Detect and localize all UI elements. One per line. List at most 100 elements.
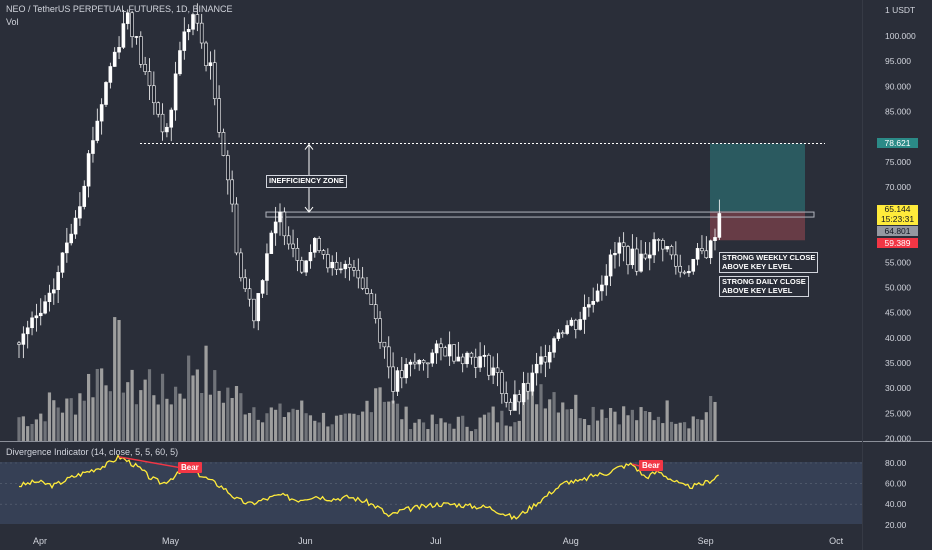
candle (265, 253, 269, 281)
volume-bar (195, 369, 199, 441)
candle (521, 383, 526, 403)
candle (182, 31, 187, 51)
volume-bar (152, 395, 156, 441)
candle (617, 242, 622, 254)
candle (212, 62, 217, 99)
volume-bar (178, 393, 182, 441)
volume-bar (30, 424, 34, 441)
candle (95, 120, 100, 141)
volume-bar (247, 412, 252, 441)
candle (417, 360, 422, 365)
candle (69, 233, 73, 244)
volume-bar (474, 429, 478, 441)
candle (117, 47, 121, 53)
candle (687, 271, 691, 274)
candle (347, 263, 352, 268)
volume-bar (691, 416, 695, 441)
candle (191, 14, 195, 30)
candle (708, 240, 713, 259)
candle (530, 372, 535, 392)
price-tick: 45.000 (885, 308, 911, 318)
volume-bar (165, 398, 169, 441)
candle (626, 246, 630, 266)
volume-bar (208, 394, 212, 441)
candle (456, 356, 461, 362)
candle (30, 317, 34, 329)
volume-bar (404, 406, 408, 441)
volume-bar (143, 379, 147, 441)
current-price-tag: 65.144 15:23:31 (877, 204, 918, 225)
candle (378, 318, 382, 343)
volume-bar (256, 419, 260, 441)
volume-bar (200, 392, 204, 441)
volume-bar (108, 391, 112, 441)
volume-bar (648, 412, 652, 441)
candle (360, 277, 365, 289)
volume-bar (500, 410, 504, 441)
volume-bar (626, 415, 630, 441)
volume-bar (574, 394, 578, 441)
volume-bar (395, 403, 400, 441)
candle (199, 22, 204, 44)
candle (674, 254, 678, 267)
volume-bar (439, 418, 443, 441)
candle (34, 315, 39, 319)
candle (178, 50, 182, 75)
candle (513, 394, 517, 411)
daily-close-note: STRONG DAILY CLOSE ABOVE KEY LEVEL (719, 276, 809, 297)
candle (600, 284, 604, 292)
volume-bar (252, 407, 256, 441)
candle (452, 344, 456, 362)
price-tick: 30.000 (885, 383, 911, 393)
candle (17, 342, 21, 345)
candle (25, 327, 30, 335)
volume-bar (134, 404, 139, 441)
volume-bar (261, 422, 265, 441)
volume-bar (561, 402, 565, 441)
volume-bar (656, 416, 661, 441)
volume-bar (700, 419, 704, 441)
candle (260, 280, 265, 294)
key-level-tag: 64.801 (877, 226, 918, 236)
price-tick: 90.000 (885, 81, 911, 91)
volume-bar (609, 407, 613, 441)
volume-bar (539, 384, 543, 441)
volume-bar (413, 422, 417, 441)
volume-bar (17, 417, 21, 441)
volume-label: Vol (6, 17, 19, 27)
volume-bar (330, 424, 334, 441)
candle (299, 260, 304, 273)
candle (569, 319, 574, 326)
price-tick: 25.000 (885, 408, 911, 418)
candle (121, 23, 126, 48)
current-price: 65.144 (884, 204, 911, 214)
loss-zone (710, 211, 805, 241)
volume-bar (482, 414, 487, 441)
candle (143, 64, 147, 72)
candle (282, 211, 287, 237)
volume-bar (513, 422, 517, 441)
price-tick: 40.000 (885, 333, 911, 343)
volume-bar (269, 407, 273, 441)
candle (91, 140, 95, 154)
candle (460, 356, 465, 365)
volume-bar (430, 414, 434, 441)
candle (343, 263, 348, 270)
volume-bar (408, 429, 413, 441)
candle (317, 238, 321, 251)
indicator-tick: 40.00 (885, 499, 907, 509)
volume-bar (369, 412, 373, 441)
candle (43, 301, 47, 314)
candle (539, 356, 543, 365)
candle (82, 185, 87, 207)
bear-divergence-line-1 (118, 456, 189, 470)
volume-bar (713, 401, 717, 441)
time-axis-label: Jul (430, 536, 442, 546)
candle (295, 247, 300, 261)
volume-bar (669, 421, 674, 441)
volume-bar (508, 426, 513, 441)
candle (604, 275, 609, 286)
candle (652, 239, 656, 256)
candle (369, 293, 374, 305)
